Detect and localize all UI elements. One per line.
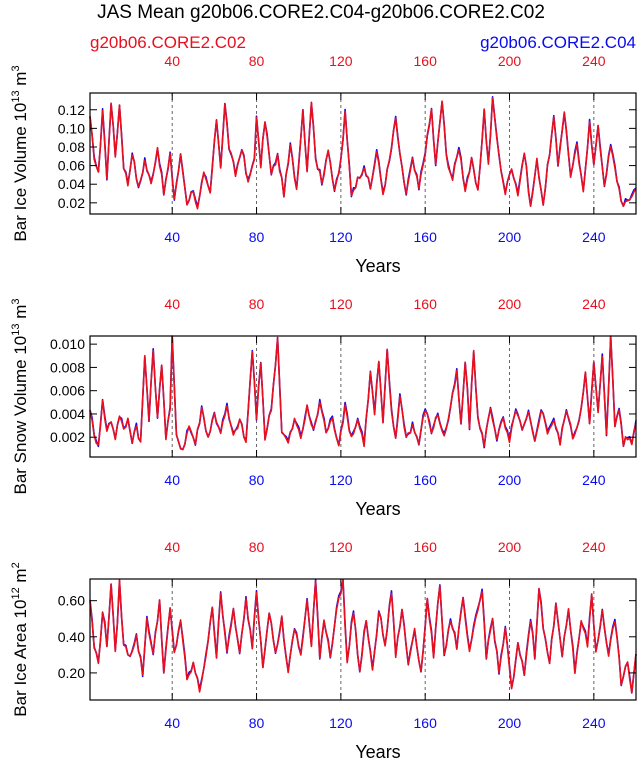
y-axis-label-exp: 12 (10, 587, 22, 599)
x-tick-label-top-snow_volume: 40 (164, 296, 180, 312)
y-axis-label-unit-exp: 3 (10, 65, 22, 71)
legend-left: g20b06.CORE2.C02 (90, 33, 246, 52)
y-tick-label-ice_area: 0.40 (58, 629, 85, 645)
x-tick-label-top-ice_area: 120 (329, 539, 353, 555)
y-tick-label-ice_volume: 0.12 (58, 102, 85, 118)
y-tick-label-snow_volume: 0.010 (50, 336, 85, 352)
y-tick-label-snow_volume: 0.004 (50, 406, 85, 422)
y-axis-label-ice_area: Bar Ice Area 1012 m2 (10, 562, 30, 716)
y-tick-label-ice_volume: 0.06 (58, 158, 85, 174)
x-tick-label-ice_area: 240 (582, 715, 606, 731)
panel-ice-area: 0.20 0.40 0.60 40 40 80 80 120 120 160 160 200 200 24… (10, 539, 637, 762)
x-tick-label-ice_area: 80 (249, 715, 265, 731)
y-axis-label-text: Bar Ice Volume 10 (11, 103, 30, 242)
x-tick-label-top-ice_area: 160 (414, 539, 438, 555)
x-axis-label-ice_area: Years (355, 742, 400, 762)
x-tick-label-ice_area: 120 (329, 715, 353, 731)
y-tick-label-ice_volume: 0.08 (58, 139, 85, 155)
x-tick-label-top-snow_volume: 120 (329, 296, 353, 312)
x-tick-label-top-ice_area: 80 (249, 539, 265, 555)
x-tick-label-top-ice_volume: 120 (329, 53, 353, 69)
x-tick-label-snow_volume: 40 (164, 472, 180, 488)
x-tick-label-top-ice_volume: 80 (249, 53, 265, 69)
x-axis-label-ice_volume: Years (355, 256, 400, 276)
x-tick-label-ice_volume: 40 (164, 229, 180, 245)
x-tick-label-ice_volume: 240 (582, 229, 606, 245)
series-line-ice_area-c02 (89, 579, 637, 694)
series-line-snow_volume-c02 (89, 335, 637, 451)
x-tick-label-top-snow_volume: 80 (249, 296, 265, 312)
x-tick-label-top-ice_area: 240 (582, 539, 606, 555)
x-tick-label-top-snow_volume: 200 (498, 296, 522, 312)
x-tick-label-ice_area: 200 (498, 715, 522, 731)
series-line-ice_volume-c02 (89, 97, 637, 210)
x-tick-label-ice_volume: 200 (498, 229, 522, 245)
y-tick-label-ice_volume: 0.10 (58, 120, 85, 136)
panel-ice-volume: 0.02 0.04 0.06 0.08 0.10 0.12 40 40 80 80 120 120 16… (10, 53, 637, 276)
x-tick-label-top-snow_volume: 240 (582, 296, 606, 312)
x-tick-label-snow_volume: 240 (582, 472, 606, 488)
y-axis-label-text: Bar Snow Volume 10 (11, 336, 30, 495)
y-axis-label-unit-exp: 2 (10, 562, 22, 568)
x-axis-label-snow_volume: Years (355, 499, 400, 519)
x-tick-label-top-ice_volume: 240 (582, 53, 606, 69)
y-tick-label-ice_volume: 0.04 (58, 176, 85, 192)
y-tick-label-snow_volume: 0.002 (50, 429, 85, 445)
x-tick-label-ice_volume: 80 (249, 229, 265, 245)
x-tick-label-top-snow_volume: 160 (414, 296, 438, 312)
x-tick-label-snow_volume: 160 (414, 472, 438, 488)
x-tick-label-top-ice_volume: 40 (164, 53, 180, 69)
x-tick-label-top-ice_volume: 160 (414, 53, 438, 69)
y-axis-label-unit-exp: 3 (10, 298, 22, 304)
y-tick-label-ice_area: 0.60 (58, 593, 85, 609)
figure-title: JAS Mean g20b06.CORE2.C04-g20b06.CORE2.C… (97, 2, 545, 23)
plot-frame-snow_volume (89, 335, 637, 458)
y-axis-label-unit: m (11, 72, 30, 91)
y-tick-label-ice_volume: 0.02 (58, 195, 85, 211)
y-axis-label-ice_volume: Bar Ice Volume 1013 m3 (10, 65, 30, 241)
y-axis-label-unit: m (11, 305, 30, 324)
x-tick-label-snow_volume: 120 (329, 472, 353, 488)
x-tick-label-ice_area: 160 (414, 715, 438, 731)
x-tick-label-top-ice_area: 40 (164, 539, 180, 555)
y-axis-label-text: Bar Ice Area 10 (11, 600, 30, 717)
y-tick-label-ice_area: 0.20 (58, 665, 85, 681)
x-tick-label-top-ice_area: 200 (498, 539, 522, 555)
y-tick-label-snow_volume: 0.008 (50, 359, 85, 375)
y-axis-label-unit: m (11, 568, 30, 587)
y-axis-label-exp: 13 (10, 90, 22, 102)
legend-right: g20b06.CORE2.C04 (480, 33, 636, 52)
x-tick-label-ice_area: 40 (164, 715, 180, 731)
plot-frame-ice_area (89, 578, 637, 701)
y-tick-label-snow_volume: 0.006 (50, 383, 85, 399)
y-axis-label-exp: 13 (10, 324, 22, 336)
x-tick-label-snow_volume: 80 (249, 472, 265, 488)
panel-snow-volume: 0.002 0.004 0.006 0.008 0.010 40 40 80 80 120 120 1… (10, 296, 637, 519)
x-tick-label-ice_volume: 120 (329, 229, 353, 245)
x-tick-label-ice_volume: 160 (414, 229, 438, 245)
x-tick-label-top-ice_volume: 200 (498, 53, 522, 69)
x-tick-label-snow_volume: 200 (498, 472, 522, 488)
y-axis-label-snow_volume: Bar Snow Volume 1013 m3 (10, 298, 30, 494)
plot-frame-ice_volume (89, 92, 637, 215)
